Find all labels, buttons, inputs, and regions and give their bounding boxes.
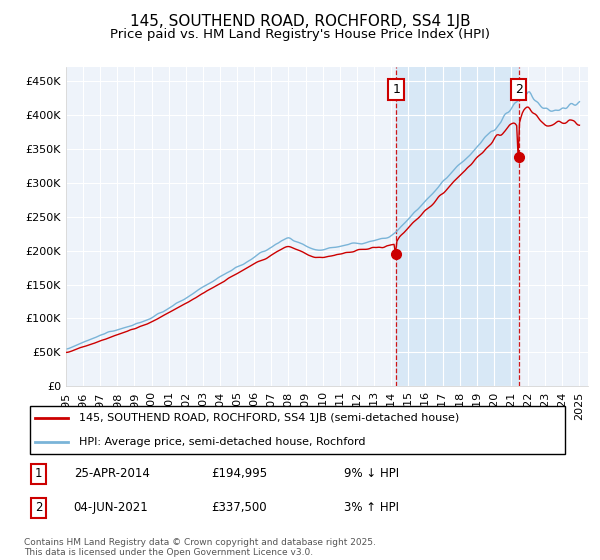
- Text: 2: 2: [35, 501, 43, 514]
- Text: 1: 1: [392, 83, 400, 96]
- Text: HPI: Average price, semi-detached house, Rochford: HPI: Average price, semi-detached house,…: [79, 436, 366, 446]
- Text: £337,500: £337,500: [212, 501, 268, 514]
- Text: 145, SOUTHEND ROAD, ROCHFORD, SS4 1JB (semi-detached house): 145, SOUTHEND ROAD, ROCHFORD, SS4 1JB (s…: [79, 413, 460, 423]
- Text: 25-APR-2014: 25-APR-2014: [74, 468, 149, 480]
- Text: 04-JUN-2021: 04-JUN-2021: [74, 501, 148, 514]
- Text: 1: 1: [35, 468, 43, 480]
- Text: Price paid vs. HM Land Registry's House Price Index (HPI): Price paid vs. HM Land Registry's House …: [110, 28, 490, 41]
- FancyBboxPatch shape: [29, 406, 565, 454]
- Text: 9% ↓ HPI: 9% ↓ HPI: [344, 468, 399, 480]
- Text: 3% ↑ HPI: 3% ↑ HPI: [344, 501, 399, 514]
- Text: 2: 2: [515, 83, 523, 96]
- Text: 145, SOUTHEND ROAD, ROCHFORD, SS4 1JB: 145, SOUTHEND ROAD, ROCHFORD, SS4 1JB: [130, 14, 470, 29]
- Text: £194,995: £194,995: [212, 468, 268, 480]
- Bar: [396, 67, 518, 386]
- Text: Contains HM Land Registry data © Crown copyright and database right 2025.
This d: Contains HM Land Registry data © Crown c…: [24, 538, 376, 557]
